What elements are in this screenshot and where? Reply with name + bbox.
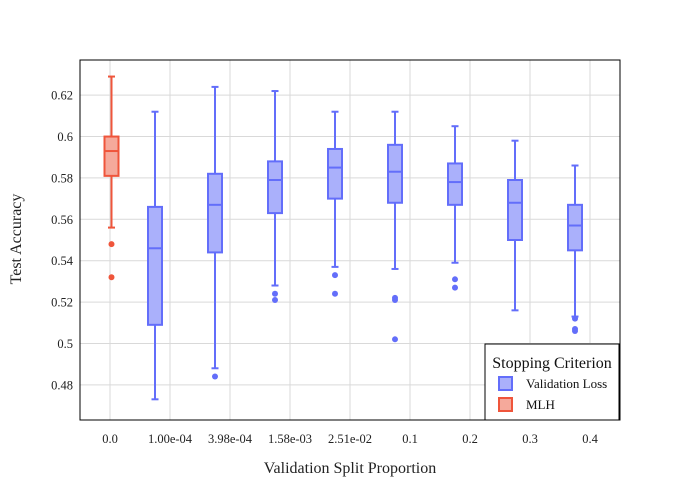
legend-title: Stopping Criterion	[492, 355, 612, 372]
box-mlh	[103, 75, 120, 281]
iqr-box	[207, 172, 223, 254]
x-tick-label: 3.98e-04	[208, 432, 253, 446]
y-tick-label: 0.5	[57, 337, 73, 351]
iqr-box	[387, 143, 403, 204]
y-tick-labels: 0.48 0.5 0.52 0.54 0.56 0.58 0.6 0.62	[51, 89, 74, 393]
outlier-point	[108, 274, 115, 281]
x-tick-label: 0.2	[462, 432, 478, 446]
iqr-box	[447, 162, 463, 206]
box-validation-loss	[267, 90, 283, 303]
legend-swatch-validation-loss	[498, 376, 513, 391]
outlier-point	[392, 297, 398, 303]
x-tick-label: 0.1	[402, 432, 418, 446]
outlier-point	[452, 284, 458, 291]
x-tick-label: 1.58e-03	[268, 432, 312, 446]
box-validation-loss	[207, 85, 223, 380]
outlier-point	[332, 290, 338, 297]
iqr-box	[507, 179, 523, 241]
iqr-box	[327, 147, 343, 200]
y-tick-label: 0.54	[51, 254, 74, 268]
outlier-point	[572, 328, 578, 335]
outlier-point	[212, 373, 218, 380]
y-tick-label: 0.56	[51, 213, 73, 227]
y-tick-label: 0.48	[51, 378, 73, 392]
x-tick-labels: 0.0 1.00e-04 3.98e-04 1.58e-03 2.51e-02 0.1 0.…	[102, 432, 598, 446]
x-tick-label: 0.4	[582, 432, 598, 446]
y-tick-label: 0.52	[51, 296, 73, 310]
outlier-point	[272, 290, 278, 297]
y-tick-label: 0.58	[51, 171, 73, 185]
outlier-point	[392, 336, 398, 343]
x-axis-title: Validation Split Proportion	[264, 460, 436, 477]
plot-frame	[79, 59, 621, 421]
box-validation-loss	[147, 110, 163, 401]
legend-label-mlh: MLH	[526, 397, 555, 412]
legend-label-validation-loss: Validation Loss	[526, 376, 607, 391]
iqr-box	[103, 135, 120, 177]
y-tick-label: 0.62	[51, 89, 73, 103]
x-tick-label: 2.51e-02	[328, 432, 372, 446]
box-validation-loss	[447, 125, 463, 291]
x-tick-label: 0.0	[102, 432, 118, 446]
box-validation-loss	[387, 110, 403, 343]
iqr-box	[267, 160, 283, 215]
outlier-point	[108, 241, 115, 248]
iqr-box	[147, 205, 163, 326]
box-validation-loss	[507, 139, 523, 312]
legend: Stopping Criterion Validation Loss MLH	[484, 343, 620, 421]
x-tick-label: 1.00e-04	[148, 432, 193, 446]
box-validation-loss	[567, 164, 583, 335]
y-axis-title: Test Accuracy	[8, 194, 25, 285]
outlier-point	[272, 297, 278, 303]
y-tick-label: 0.6	[57, 130, 73, 144]
outlier-point	[572, 315, 578, 322]
x-tick-label: 0.3	[522, 432, 538, 446]
box-series	[103, 75, 583, 401]
outlier-point	[332, 272, 338, 279]
box-validation-loss	[327, 110, 343, 297]
iqr-box	[567, 203, 583, 252]
grid-lines	[80, 60, 620, 420]
outlier-point	[452, 276, 458, 283]
legend-swatch-mlh	[498, 397, 513, 412]
